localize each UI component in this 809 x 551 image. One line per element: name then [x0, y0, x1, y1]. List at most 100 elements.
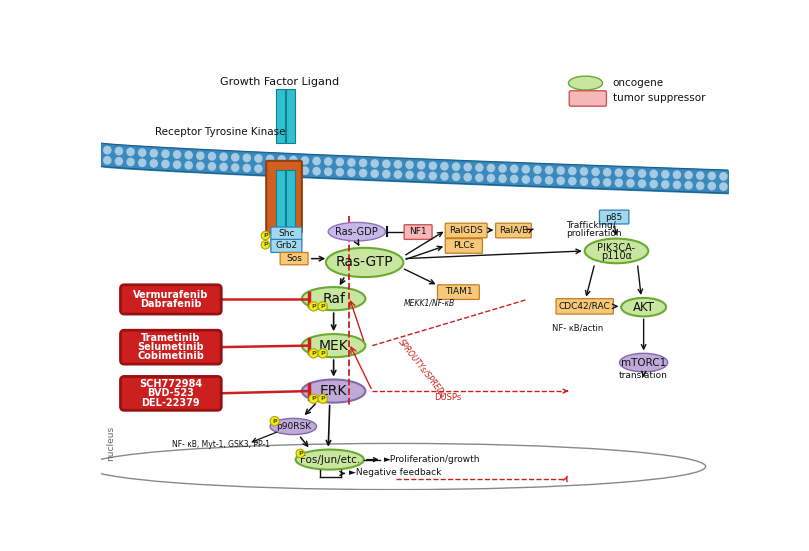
Ellipse shape — [270, 418, 316, 435]
Ellipse shape — [533, 165, 542, 174]
FancyBboxPatch shape — [266, 161, 302, 233]
Text: P: P — [263, 242, 268, 247]
Ellipse shape — [719, 172, 728, 181]
Text: MEKK1/NF-κB: MEKK1/NF-κB — [404, 299, 455, 308]
Ellipse shape — [266, 155, 274, 164]
Ellipse shape — [312, 156, 321, 165]
FancyBboxPatch shape — [404, 225, 432, 239]
Ellipse shape — [296, 449, 304, 458]
Ellipse shape — [318, 349, 328, 358]
Ellipse shape — [580, 177, 588, 186]
Text: SPROUTYs/SPREDs: SPROUTYs/SPREDs — [397, 338, 448, 400]
Text: ERK: ERK — [320, 384, 347, 398]
Ellipse shape — [277, 165, 286, 174]
Ellipse shape — [661, 170, 670, 179]
Ellipse shape — [302, 380, 366, 403]
Ellipse shape — [637, 169, 646, 178]
Ellipse shape — [440, 162, 449, 171]
Bar — [277, 89, 285, 143]
Ellipse shape — [719, 182, 728, 191]
FancyBboxPatch shape — [445, 223, 487, 238]
Ellipse shape — [487, 174, 495, 182]
Ellipse shape — [289, 155, 298, 164]
Text: P: P — [320, 396, 325, 401]
Text: tumor suppressor: tumor suppressor — [612, 94, 705, 104]
Text: Growth Factor Ligand: Growth Factor Ligand — [220, 77, 339, 87]
Text: AKT: AKT — [633, 301, 654, 314]
Text: Ras-GDP: Ras-GDP — [336, 226, 379, 237]
Ellipse shape — [150, 159, 158, 168]
Ellipse shape — [498, 164, 506, 173]
Ellipse shape — [620, 353, 667, 372]
Ellipse shape — [510, 164, 519, 173]
Ellipse shape — [626, 179, 635, 188]
Ellipse shape — [138, 148, 146, 157]
Ellipse shape — [324, 157, 332, 166]
Ellipse shape — [544, 166, 553, 175]
Ellipse shape — [347, 158, 356, 167]
Ellipse shape — [196, 152, 205, 160]
Ellipse shape — [405, 171, 414, 180]
Ellipse shape — [394, 160, 402, 169]
Text: Raf: Raf — [322, 291, 345, 306]
Ellipse shape — [673, 181, 681, 190]
Ellipse shape — [371, 169, 379, 178]
Text: SCH772984: SCH772984 — [139, 379, 202, 389]
Ellipse shape — [440, 172, 449, 181]
Bar — [277, 170, 285, 231]
Ellipse shape — [266, 165, 274, 174]
Ellipse shape — [208, 162, 216, 171]
Text: P: P — [320, 351, 325, 356]
Text: RalA/B: RalA/B — [498, 225, 528, 235]
Bar — [286, 170, 294, 231]
Ellipse shape — [464, 163, 472, 171]
Text: ►Proliferation/growth: ►Proliferation/growth — [384, 455, 481, 464]
Ellipse shape — [603, 178, 612, 187]
Ellipse shape — [637, 179, 646, 188]
Text: Receptor Tyrosine Kinase: Receptor Tyrosine Kinase — [155, 127, 286, 137]
Text: p90RSK: p90RSK — [276, 422, 311, 431]
Ellipse shape — [161, 149, 170, 158]
Ellipse shape — [661, 180, 670, 189]
Text: proliferation: proliferation — [566, 229, 622, 237]
Text: P: P — [311, 351, 316, 356]
Ellipse shape — [382, 160, 391, 168]
Ellipse shape — [277, 155, 286, 164]
Ellipse shape — [696, 181, 705, 190]
Text: p110α: p110α — [601, 251, 632, 261]
Ellipse shape — [196, 161, 205, 170]
Ellipse shape — [184, 151, 193, 159]
FancyBboxPatch shape — [280, 252, 308, 265]
Ellipse shape — [103, 156, 112, 165]
Ellipse shape — [405, 160, 414, 169]
Ellipse shape — [626, 169, 635, 177]
Text: Fos/Jun/etc.: Fos/Jun/etc. — [299, 455, 360, 464]
Ellipse shape — [115, 147, 123, 155]
Text: ►Negative feedback: ►Negative feedback — [349, 468, 442, 477]
Ellipse shape — [451, 162, 460, 171]
Ellipse shape — [208, 152, 216, 161]
Text: P: P — [311, 304, 316, 309]
Ellipse shape — [336, 158, 344, 166]
Ellipse shape — [591, 168, 599, 176]
Ellipse shape — [569, 76, 603, 90]
Ellipse shape — [231, 163, 239, 172]
Ellipse shape — [261, 241, 269, 249]
Ellipse shape — [126, 148, 135, 156]
Ellipse shape — [336, 168, 344, 176]
Ellipse shape — [302, 334, 366, 357]
Text: Vermurafenib: Vermurafenib — [133, 290, 209, 300]
Ellipse shape — [684, 181, 693, 190]
Ellipse shape — [603, 168, 612, 177]
Ellipse shape — [615, 179, 623, 187]
Text: P: P — [263, 233, 268, 238]
Text: Sos: Sos — [286, 254, 302, 263]
Ellipse shape — [417, 171, 426, 180]
Text: Grb2: Grb2 — [275, 241, 298, 250]
Ellipse shape — [103, 145, 112, 154]
Ellipse shape — [557, 176, 565, 185]
Ellipse shape — [498, 174, 506, 183]
FancyBboxPatch shape — [445, 239, 482, 253]
Ellipse shape — [429, 171, 437, 180]
Ellipse shape — [417, 161, 426, 170]
